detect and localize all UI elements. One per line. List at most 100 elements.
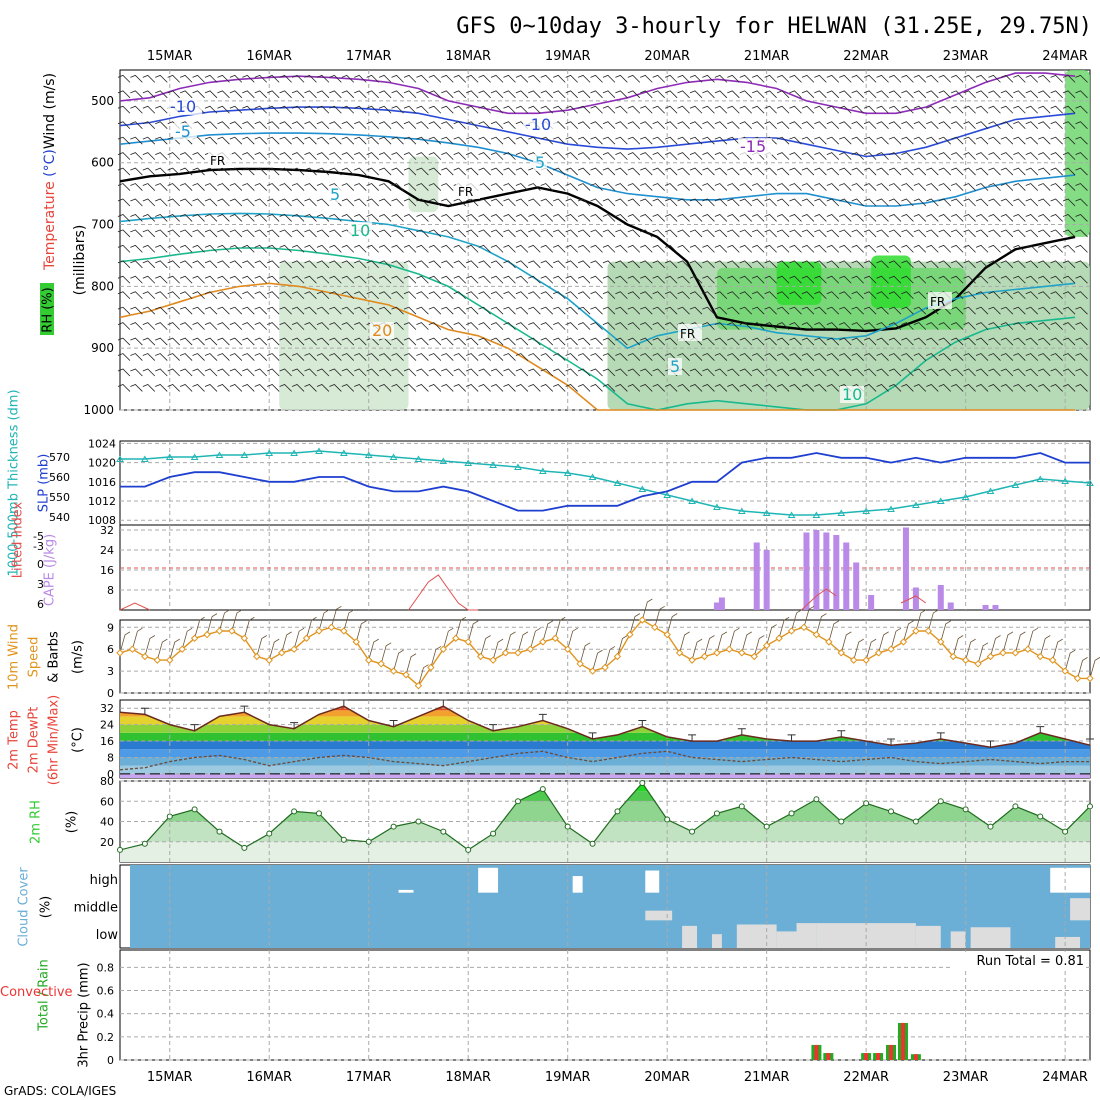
wind-barb-icon [640, 229, 653, 238]
rh-marker [340, 836, 347, 843]
wind-barb-icon [789, 136, 802, 145]
wind-barb-icon [142, 152, 156, 160]
wind-speed-marker [1086, 674, 1094, 683]
wind-barb-icon [590, 244, 603, 253]
wind-barb-icon [615, 275, 628, 284]
wind-barb-icon [1013, 368, 1026, 377]
wind-barb-icon [826, 322, 840, 330]
wind-speed-marker [1036, 652, 1044, 661]
isotherm-line [119, 106, 1076, 158]
wind-speed-marker [775, 634, 783, 642]
wind-barb-icon [963, 244, 976, 253]
wind-barb-icon [428, 353, 442, 361]
wind-barb-icon [1013, 198, 1026, 207]
wind-barb-icon [963, 306, 976, 315]
wind-barb-icon [1025, 229, 1039, 238]
wind-barb-icon [565, 260, 578, 269]
wind-barb-icon [304, 291, 317, 300]
wind-barb-icon [579, 642, 591, 664]
wind-speed-marker [414, 681, 423, 690]
wind-barb-icon [378, 368, 392, 377]
wind-barb-icon [117, 105, 131, 114]
wind-barb-icon [913, 260, 927, 269]
wind-barb-icon [403, 74, 417, 83]
wind-barb-icon [814, 260, 827, 269]
wind-barb-icon [130, 383, 143, 392]
wind-barb-icon [515, 383, 529, 392]
wind-barb-icon [132, 627, 143, 650]
wind-barb-icon [553, 229, 566, 238]
wind-barb-icon [515, 260, 529, 269]
wind-barb-icon [267, 291, 280, 300]
wind-barb-icon [640, 213, 653, 222]
wind-barb-icon [1038, 260, 1051, 269]
wind-barb-icon [1025, 368, 1039, 377]
wind-barb-icon [714, 213, 728, 222]
wind-barb-icon [951, 244, 964, 253]
wind-barb-icon [528, 368, 541, 377]
wind-barb-icon [1025, 213, 1039, 222]
wind-barb-icon [117, 167, 131, 176]
wind-speed-marker [439, 645, 448, 653]
wind-barb-icon [291, 368, 305, 377]
isotherm-label-bg [738, 138, 772, 155]
wind-barb-icon [888, 383, 902, 392]
wind-barb-icon [826, 105, 840, 114]
wind-barb-icon [602, 90, 616, 99]
wind-barb-icon [167, 213, 180, 222]
wind-barb-icon [764, 244, 777, 253]
wind-barb-icon [1075, 275, 1088, 284]
wind-barb-icon [577, 105, 591, 114]
wind-barb-icon [503, 213, 516, 222]
wind-barb-icon [901, 167, 914, 176]
wind-barb-icon [814, 152, 827, 160]
wind-barb-icon [503, 244, 516, 253]
rh-marker [141, 840, 148, 847]
rh-tick-label: 20 [100, 836, 114, 849]
wind-barb-icon [727, 368, 740, 377]
thickness-marker [638, 485, 647, 492]
wind-barb-icon [952, 635, 964, 657]
wind-barb-icon [677, 275, 690, 284]
temp-maxmin-bar [1086, 738, 1094, 746]
wind-barb-icon [540, 291, 554, 300]
wind-barb-icon [490, 136, 504, 145]
temp-tick-label: 24 [100, 719, 114, 732]
wind-barb-icon [826, 383, 840, 392]
wind-barb-icon [242, 244, 255, 253]
wind-barb-icon [167, 337, 180, 346]
wind-barb-icon [876, 121, 889, 130]
wind-barb-icon [142, 275, 156, 284]
wind-barb-icon [354, 90, 367, 99]
isotherm-label: 5 [535, 153, 545, 172]
wind-barb-icon [677, 198, 690, 207]
wind-barb-icon [1038, 306, 1051, 315]
wind-barb-icon [1000, 260, 1014, 269]
wind-barb-icon [117, 260, 131, 269]
wind-barb-icon [316, 275, 330, 284]
cape-bar [843, 542, 850, 610]
wind-barb-icon [689, 121, 703, 130]
wind-speed-marker [153, 656, 162, 664]
wind-barb-icon [1000, 90, 1014, 99]
wind-barb-icon [142, 337, 156, 346]
wind-barb-icon [988, 383, 1001, 392]
wind-barb-icon [466, 306, 479, 315]
wind-barb-icon [291, 136, 305, 145]
wind-barb-icon [341, 90, 355, 99]
wind-barb-icon [926, 368, 939, 377]
wind-barb-icon [963, 90, 976, 99]
wind-barb-icon [1038, 337, 1051, 346]
cloud-gap [398, 889, 414, 893]
wind-barb-icon [1075, 229, 1088, 238]
cape-bar [763, 550, 770, 610]
wind-barb-icon [179, 337, 193, 346]
wind-barb-icon [752, 90, 765, 99]
wind-barb-icon [391, 353, 404, 361]
wind-barb-icon [441, 198, 454, 207]
wind-barb-icon [167, 275, 180, 284]
wind-barb-icon [565, 383, 578, 392]
isotherm-label-bg [370, 322, 394, 339]
wind-barb-icon [254, 167, 268, 176]
wind-barb-icon [702, 291, 715, 300]
